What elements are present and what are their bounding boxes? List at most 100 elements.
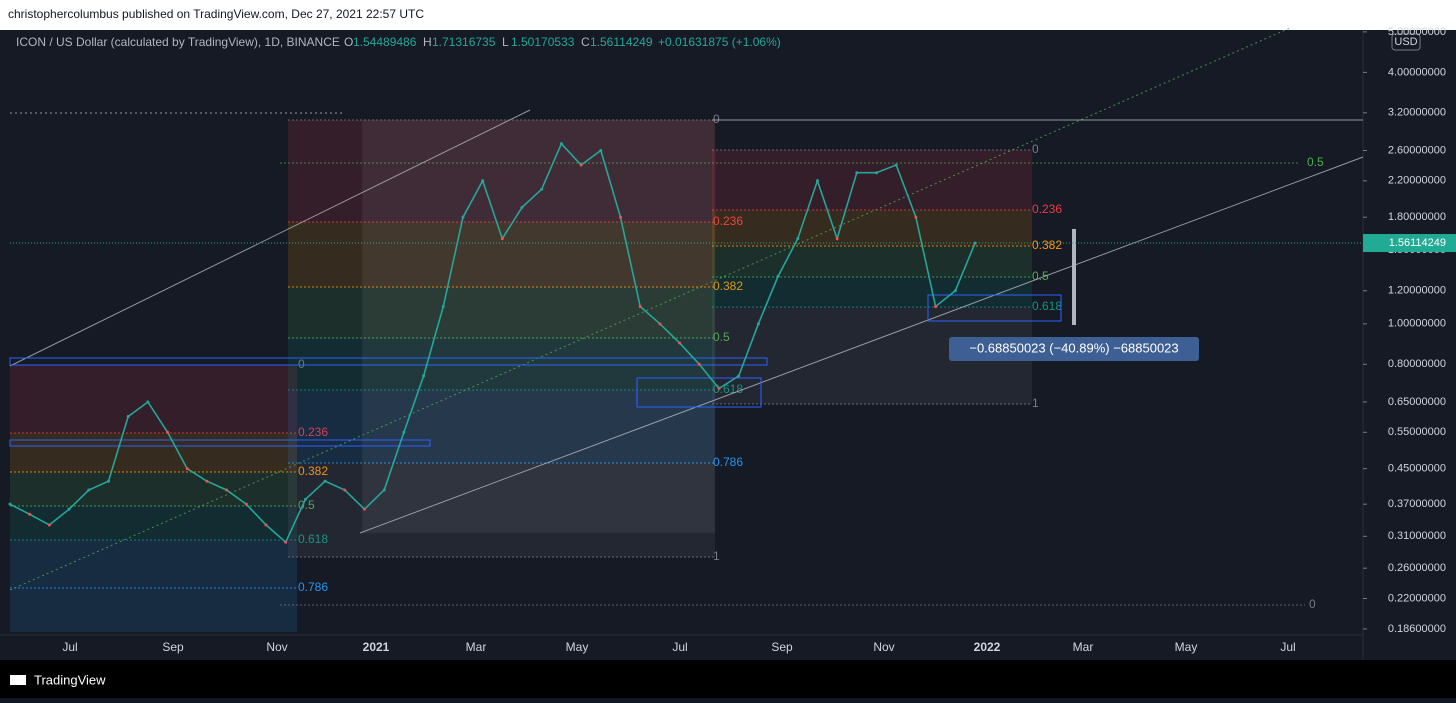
time-label: May xyxy=(566,640,589,654)
highlight-box xyxy=(9,357,768,366)
price-point xyxy=(973,241,977,245)
time-label: May xyxy=(1175,640,1198,654)
price-tick-label: 0.55000000 xyxy=(1388,426,1446,438)
price-point xyxy=(402,430,406,434)
price-tick-label: 0.31000000 xyxy=(1388,530,1446,542)
price-point xyxy=(87,488,91,492)
price-tick-label: 1.00000000 xyxy=(1388,318,1446,330)
price-tick-label: 2.20000000 xyxy=(1388,175,1446,187)
price-point xyxy=(520,205,524,209)
price-point xyxy=(953,289,957,293)
price-point xyxy=(756,322,760,326)
measure-box xyxy=(949,337,1199,361)
fib-label: 0 xyxy=(1032,142,1039,156)
price-point xyxy=(461,215,465,219)
time-label: Sep xyxy=(771,640,793,654)
ohlc-key: O xyxy=(344,35,353,49)
price-point xyxy=(678,341,682,345)
price-tick-label: 0.26000000 xyxy=(1388,562,1446,574)
price-point xyxy=(303,497,307,501)
price-tick-label: 4.00000000 xyxy=(1388,66,1446,78)
price-point xyxy=(500,237,504,241)
fib-zone xyxy=(712,277,1032,307)
fib-label: 0.5 xyxy=(298,498,315,512)
measure-bar xyxy=(1072,229,1076,325)
ohlc-key: H xyxy=(423,35,432,49)
time-label: Jul xyxy=(1280,640,1295,654)
time-label: Jul xyxy=(62,640,77,654)
ohlc-key: L xyxy=(502,35,509,49)
time-label: Sep xyxy=(162,640,184,654)
currency: USD xyxy=(1394,36,1417,48)
time-label: Jul xyxy=(672,640,687,654)
price-point xyxy=(47,523,51,527)
ohlc-change: +0.01631875 (+1.06%) xyxy=(658,35,781,49)
price-point xyxy=(835,237,839,241)
ohlc-value: 1.50170533 xyxy=(511,35,575,49)
price-line xyxy=(9,142,976,544)
price-point xyxy=(441,305,445,309)
price-point xyxy=(934,305,938,309)
price-point xyxy=(737,374,741,378)
price-tick-label: 0.22000000 xyxy=(1388,592,1446,604)
price-point xyxy=(914,215,918,219)
price-point xyxy=(422,374,426,378)
highlight-box xyxy=(9,439,431,447)
highlight-box xyxy=(927,294,1062,322)
header-bar xyxy=(0,0,1456,30)
price-point xyxy=(225,488,229,492)
price-point xyxy=(796,237,800,241)
fib-label: 1 xyxy=(713,549,720,563)
currency-box xyxy=(1391,33,1421,51)
price-point xyxy=(776,274,780,278)
fib-label: 0 xyxy=(1309,597,1316,611)
price-tick-label: 1.80000000 xyxy=(1388,211,1446,223)
time-label: Nov xyxy=(266,640,287,654)
price-point xyxy=(855,171,859,175)
price-point xyxy=(8,502,12,506)
price-point xyxy=(599,149,603,153)
legend-ohlc: O 1.54489486 H 1.71316735 L 1.50170533 C 1.5611… xyxy=(344,35,781,49)
price-point xyxy=(875,171,879,175)
price-point xyxy=(717,387,721,391)
fib-label: 0.618 xyxy=(1032,299,1062,313)
fib-label: 0 xyxy=(298,357,305,371)
range-box xyxy=(361,119,716,534)
ohlc-key: C xyxy=(581,35,590,49)
fib-label: 0.236 xyxy=(713,214,743,228)
chart-area xyxy=(0,30,1456,660)
time-label: Nov xyxy=(873,640,894,654)
price-point xyxy=(382,488,386,492)
fib-label: 1 xyxy=(1032,396,1039,410)
fib-label: 0.382 xyxy=(298,464,328,478)
fib-zone xyxy=(288,287,715,338)
fib-label: 0.236 xyxy=(298,425,328,439)
price-tick-label: 0.65000000 xyxy=(1388,396,1446,408)
price-point xyxy=(815,179,819,183)
current-price-label: 1.56114249 xyxy=(1389,237,1446,249)
footer-brand: TradingView xyxy=(34,672,106,687)
price-point xyxy=(126,414,130,418)
fib-label: 0.786 xyxy=(298,580,328,594)
fib-zone xyxy=(712,246,1032,277)
fib-label: 0.382 xyxy=(713,279,743,293)
fib-label: 0.618 xyxy=(298,532,328,546)
time-label: 2022 xyxy=(974,640,1001,654)
footer-bar xyxy=(0,660,1456,698)
fib-label: 0.618 xyxy=(713,382,743,396)
ohlc-value: 1.54489486 xyxy=(353,35,417,49)
price-point xyxy=(579,163,583,167)
ohlc-value: 1.56114249 xyxy=(590,35,653,49)
price-tick-label: 0.80000000 xyxy=(1388,358,1446,370)
price-point xyxy=(697,362,701,366)
price-tick-label: 2.60000000 xyxy=(1388,144,1446,156)
price-point xyxy=(264,523,268,527)
price-point xyxy=(540,187,544,191)
header-text: christophercolumbus published on Trading… xyxy=(8,7,424,21)
fib-zone xyxy=(10,588,297,632)
price-point xyxy=(284,540,288,544)
fib-zone xyxy=(10,433,297,472)
current-price-box xyxy=(1363,234,1456,253)
